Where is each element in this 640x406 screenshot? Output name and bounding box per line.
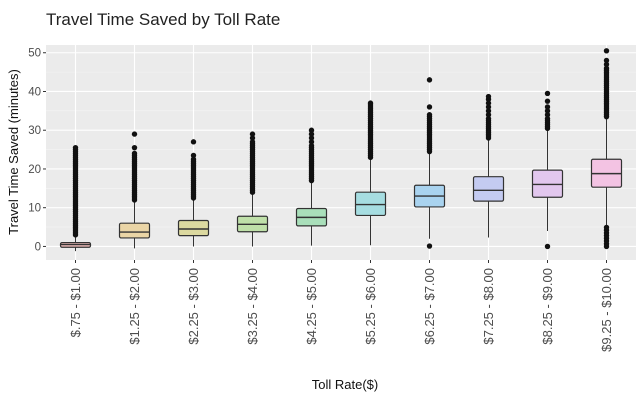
x-tick-label: $3.25 - $4.00 — [245, 268, 260, 345]
box-group — [472, 93, 505, 238]
box-group — [236, 131, 269, 247]
box — [118, 222, 151, 239]
outlier-point — [308, 139, 315, 145]
outlier-point — [485, 115, 492, 122]
x-tick-label: $1.25 - $2.00 — [127, 268, 142, 345]
box-group — [295, 127, 328, 246]
outlier-point — [190, 139, 197, 145]
outlier-point — [544, 98, 551, 104]
outlier-point — [485, 104, 492, 110]
outlier-point — [603, 57, 610, 64]
outlier-point — [249, 139, 256, 145]
y-tick-label: 40 — [28, 86, 41, 98]
outlier-point — [426, 243, 433, 249]
x-tick-label: $7.25 - $8.00 — [481, 268, 496, 345]
x-tick-label: $.75 - $1.00 — [68, 268, 83, 337]
x-tick-label: $5.25 - $6.00 — [363, 268, 378, 345]
outlier-point — [485, 93, 492, 100]
outlier-point — [367, 100, 374, 106]
outlier-point — [544, 115, 551, 122]
outlier-point — [485, 100, 492, 106]
y-tick-label: 10 — [28, 203, 41, 215]
outlier-point — [544, 90, 551, 97]
outlier-point — [485, 108, 492, 114]
outlier-point — [544, 108, 551, 114]
x-tick-label: $9.25 - $10.00 — [599, 268, 614, 352]
box — [531, 169, 564, 198]
outlier-point — [308, 131, 315, 137]
outlier-point — [72, 144, 79, 151]
outlier-point — [308, 135, 315, 141]
box-series — [59, 48, 623, 252]
outlier-point — [131, 150, 138, 157]
x-axis-ticks: $.75 - $1.00 $1.25 - $2.00 $2.25 - $3.00 $3… — [68, 260, 614, 352]
outlier-point — [308, 143, 315, 149]
outlier-point — [190, 156, 197, 162]
outlier-point — [485, 112, 492, 118]
outlier-point — [544, 104, 551, 110]
y-axis-title: Travel Time Saved (minutes) — [6, 69, 21, 235]
y-tick-label: 50 — [28, 48, 41, 60]
outlier-point — [603, 48, 610, 54]
box-group — [59, 144, 92, 252]
outlier-point — [426, 77, 433, 83]
outlier-point — [544, 243, 551, 250]
x-tick-label: $4.25 - $5.00 — [304, 268, 319, 345]
outlier-point — [249, 135, 256, 141]
y-tick-label: 30 — [28, 125, 41, 137]
x-tick-label: $8.25 - $9.00 — [540, 268, 555, 345]
box-group — [354, 100, 387, 246]
outlier-point — [426, 104, 433, 110]
x-axis-title: Toll Rate($) — [312, 377, 378, 392]
x-tick-label: $2.25 - $3.00 — [186, 268, 201, 345]
outlier-point — [249, 131, 256, 137]
box-group — [118, 131, 151, 249]
outlier-point — [131, 131, 138, 137]
outlier-point — [308, 127, 315, 133]
y-tick-label: 20 — [28, 164, 41, 176]
box-group — [531, 90, 564, 250]
box-group — [177, 139, 210, 247]
y-axis-ticks: 0 10 20 30 40 50 — [28, 48, 46, 253]
chart-title: Travel Time Saved by Toll Rate — [46, 10, 280, 29]
x-tick-label: $6.25 - $7.00 — [422, 268, 437, 345]
box-group — [590, 48, 623, 250]
outlier-point — [603, 65, 610, 71]
box — [354, 191, 387, 217]
box-group — [413, 77, 446, 249]
outlier-point — [603, 61, 610, 68]
box — [177, 219, 210, 237]
outlier-point — [131, 144, 138, 151]
outlier-point — [426, 112, 433, 118]
outlier-point — [544, 112, 551, 118]
outlier-point — [603, 224, 610, 231]
box — [472, 176, 505, 202]
outlier-point — [190, 152, 197, 159]
y-tick-label: 0 — [35, 241, 41, 253]
